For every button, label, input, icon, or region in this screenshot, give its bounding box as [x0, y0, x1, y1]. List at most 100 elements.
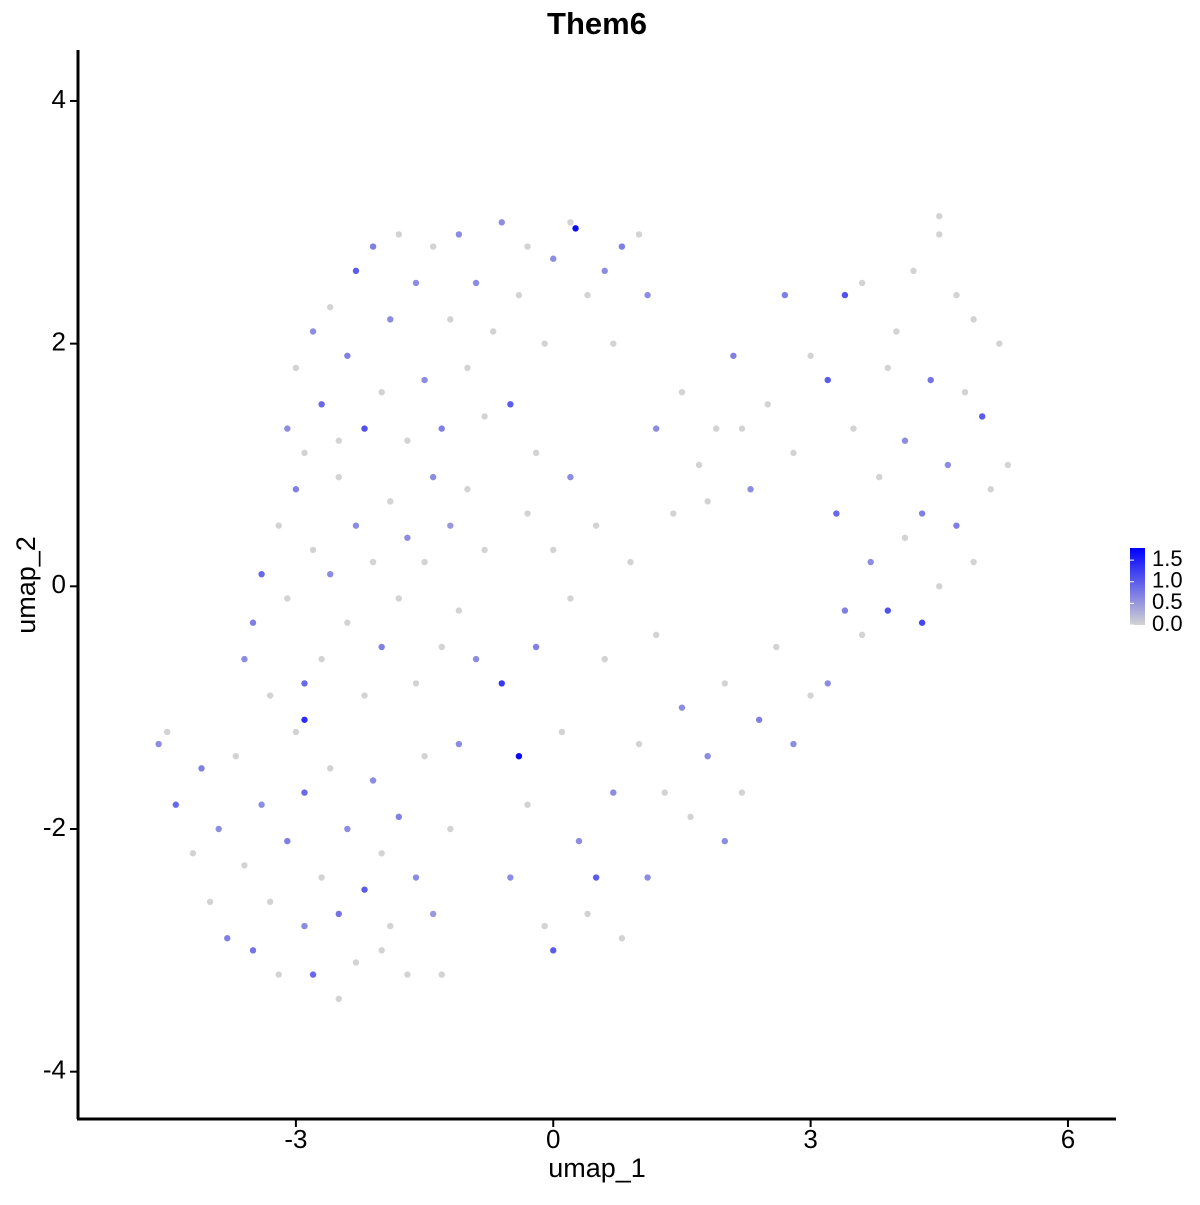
point — [687, 813, 694, 821]
point — [884, 364, 892, 372]
point — [292, 728, 300, 736]
point — [352, 959, 360, 966]
point — [970, 558, 977, 566]
point — [953, 291, 960, 299]
point — [447, 316, 454, 323]
point — [858, 279, 866, 287]
point — [318, 874, 325, 881]
point — [309, 328, 317, 335]
point — [327, 765, 334, 772]
point — [318, 401, 325, 408]
point — [833, 510, 840, 517]
point — [876, 473, 883, 481]
point — [438, 425, 445, 432]
point — [387, 922, 394, 930]
point — [567, 595, 574, 602]
point — [378, 947, 385, 954]
x-tick-label: 6 — [1061, 1124, 1075, 1154]
point — [275, 971, 282, 978]
point — [490, 328, 497, 335]
y-tick-label: 0 — [52, 569, 66, 599]
point — [198, 765, 205, 772]
point — [978, 413, 986, 420]
point — [652, 631, 660, 639]
point — [301, 716, 308, 723]
point — [567, 473, 574, 481]
point — [429, 473, 437, 481]
point — [678, 388, 686, 396]
point — [387, 498, 394, 505]
point — [258, 570, 265, 578]
point — [301, 449, 308, 457]
point — [275, 522, 282, 529]
point — [936, 231, 943, 238]
y-tick-label: -4 — [43, 1055, 66, 1085]
point — [635, 740, 643, 748]
x-tick-label: 0 — [546, 1124, 560, 1154]
point — [592, 874, 600, 881]
point — [189, 850, 197, 857]
point — [352, 267, 360, 275]
point — [738, 425, 746, 432]
point — [524, 243, 531, 250]
point — [644, 874, 651, 881]
point — [335, 910, 342, 918]
point — [369, 243, 377, 250]
point — [953, 522, 960, 529]
point — [206, 898, 214, 906]
point — [507, 874, 514, 881]
point — [807, 692, 814, 699]
y-tick-label: 4 — [52, 84, 66, 114]
point — [515, 752, 523, 760]
point — [284, 425, 291, 432]
point — [721, 680, 729, 687]
point — [944, 461, 952, 469]
point — [309, 546, 317, 554]
point — [301, 922, 308, 930]
point — [670, 510, 677, 517]
point — [335, 473, 342, 481]
point — [841, 607, 849, 614]
point — [438, 643, 445, 651]
point — [429, 243, 437, 250]
colorbar-tick-label: 1.5 — [1152, 546, 1183, 571]
point — [961, 388, 969, 396]
point — [884, 607, 892, 614]
point — [412, 680, 420, 687]
x-tick-label: -3 — [284, 1124, 307, 1154]
point — [395, 231, 403, 238]
colorbar-tick-label: 0.0 — [1152, 611, 1183, 636]
point — [421, 558, 428, 566]
point — [550, 255, 557, 262]
point — [524, 510, 531, 517]
point — [447, 825, 454, 833]
point — [927, 376, 934, 384]
point — [532, 449, 540, 457]
point — [327, 304, 334, 311]
point — [601, 267, 608, 275]
point — [550, 947, 557, 954]
point — [447, 522, 454, 529]
point — [232, 752, 240, 760]
point — [421, 376, 428, 384]
point — [901, 534, 909, 541]
point — [893, 328, 900, 335]
point — [824, 680, 831, 687]
point — [541, 922, 548, 930]
point — [567, 219, 574, 226]
point — [858, 631, 866, 639]
chart-title: Them6 — [547, 6, 647, 41]
point — [481, 413, 488, 420]
point — [704, 498, 711, 505]
point — [627, 558, 634, 566]
point — [378, 850, 385, 857]
point — [258, 801, 265, 808]
point — [575, 837, 583, 845]
point — [266, 898, 274, 906]
point — [412, 874, 420, 881]
point — [610, 340, 617, 347]
point — [695, 461, 703, 469]
point — [601, 655, 608, 663]
point — [781, 291, 789, 299]
point — [155, 740, 162, 748]
